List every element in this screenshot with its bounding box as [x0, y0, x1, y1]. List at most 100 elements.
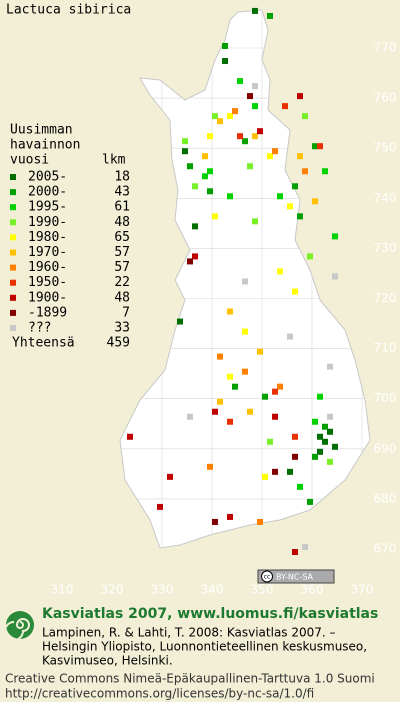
cc-text: BY-NC-SA — [276, 573, 314, 582]
occurrence-square — [187, 163, 193, 170]
occurrence-square — [307, 253, 313, 260]
legend-label: 1900- — [28, 290, 67, 305]
occurrence-square — [217, 398, 223, 405]
squares — [127, 7, 338, 556]
legend-label: 1960- — [28, 260, 67, 275]
occurrence-square — [257, 348, 263, 355]
occurrence-square — [232, 383, 238, 390]
legend: 2005- 18 2000- 43 1995- 61 1990- 48 1980- 65 1970-… — [10, 170, 130, 336]
legend-count: 7 — [122, 305, 130, 320]
occurrence-square — [222, 58, 228, 65]
occurrence-square — [157, 503, 163, 510]
y-tick-label: 730 — [374, 241, 397, 255]
occurrence-square — [207, 133, 213, 140]
occurrence-square — [252, 7, 258, 14]
legend-count: 18 — [114, 170, 130, 185]
occurrence-square — [247, 163, 253, 170]
citation: Helsingin Yliopisto, Luonnontieteellinen… — [42, 640, 367, 654]
legend-label: 2005- — [28, 170, 67, 185]
citation: Lampinen, R. & Lahti, T. 2008: Kasviatla… — [42, 626, 336, 640]
occurrence-square — [262, 393, 268, 400]
occurrence-square — [277, 193, 283, 200]
occurrence-square — [317, 393, 323, 400]
x-tick-label: 350 — [251, 583, 274, 597]
count-heading: lkm — [102, 153, 126, 168]
occurrence-square — [327, 458, 333, 465]
occurrence-square — [212, 113, 218, 120]
occurrence-square — [247, 408, 253, 415]
occurrence-square — [277, 383, 283, 390]
x-tick-label: 360 — [301, 583, 324, 597]
legend-swatch — [10, 174, 16, 180]
occurrence-square — [312, 143, 318, 150]
occurrence-square — [267, 438, 273, 445]
occurrence-square — [167, 473, 173, 480]
citation: Kasvimuseo, Helsinki. — [42, 654, 173, 668]
occurrence-square — [317, 433, 323, 440]
occurrence-square — [287, 203, 293, 210]
y-tick-label: 760 — [374, 91, 397, 105]
occurrence-square — [292, 288, 298, 295]
x-tick-label: 320 — [101, 583, 124, 597]
svg-text:cc: cc — [264, 574, 271, 581]
legend-count: 48 — [114, 290, 130, 305]
legend-swatch — [10, 264, 16, 271]
occurrence-square — [272, 388, 278, 395]
occurrence-square — [182, 138, 188, 145]
occurrence-square — [257, 128, 263, 135]
occurrence-square — [192, 253, 198, 260]
legend-count: 65 — [114, 230, 130, 245]
title: Lactuca sibirica — [6, 3, 131, 18]
occurrence-square — [192, 183, 198, 190]
occurrence-square — [252, 218, 258, 225]
x-tick-label: 340 — [201, 583, 224, 597]
legend-label: 1995- — [28, 200, 67, 215]
occurrence-square — [287, 468, 293, 475]
occurrence-square — [297, 213, 303, 220]
total-label: Yhteensä — [12, 336, 75, 351]
occurrence-square — [302, 168, 308, 175]
legend-heading: havainnon — [10, 138, 80, 153]
occurrence-square — [292, 183, 298, 190]
occurrence-square — [327, 428, 333, 435]
y-tick-label: 680 — [374, 491, 397, 505]
occurrence-square — [322, 423, 328, 430]
ticks: 310 320 330 340 350 360 370 670 680 690 700 710 720 7… — [51, 41, 397, 597]
occurrence-square — [312, 418, 318, 425]
legend-swatch — [10, 204, 16, 211]
occurrence-square — [327, 413, 333, 420]
legend-swatch — [10, 234, 16, 241]
occurrence-square — [227, 308, 233, 315]
cc-badge: cc BY-NC-SA — [257, 569, 335, 584]
legend-swatch — [10, 309, 16, 316]
legend-count: 33 — [114, 321, 130, 336]
occurrence-square — [332, 233, 338, 240]
occurrence-square — [267, 153, 273, 160]
y-tick-label: 670 — [374, 542, 397, 556]
legend-count: 22 — [114, 275, 130, 290]
legend-swatch — [10, 294, 16, 301]
occurrence-square — [242, 138, 248, 145]
occurrence-square — [217, 353, 223, 360]
occurrence-square — [227, 193, 233, 200]
legend-swatch — [10, 249, 16, 256]
legend-count: 61 — [114, 200, 130, 215]
occurrence-square — [317, 143, 323, 150]
occurrence-square — [322, 168, 328, 175]
y-tick-label: 740 — [374, 191, 397, 205]
occurrence-square — [297, 93, 303, 100]
occurrence-square — [237, 133, 243, 140]
occurrence-square — [272, 468, 278, 475]
legend-label: 1990- — [28, 215, 67, 230]
occurrence-square — [292, 549, 298, 556]
occurrence-square — [242, 278, 248, 285]
occurrence-square — [252, 83, 258, 90]
occurrence-square — [277, 268, 283, 275]
occurrence-square — [187, 413, 193, 420]
legend-label: -1899 — [28, 305, 67, 320]
legend-count: 57 — [114, 245, 130, 260]
legend-count: 43 — [114, 185, 130, 200]
occurrence-square — [262, 473, 268, 480]
occurrence-square — [322, 438, 328, 445]
